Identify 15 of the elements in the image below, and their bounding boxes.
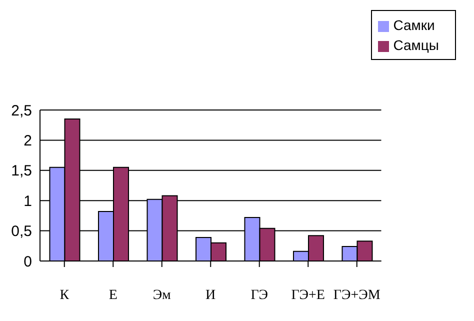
x-tick-label: ГЭ+ЭМ (333, 288, 381, 303)
x-tick-label: И (206, 288, 216, 303)
x-tick-label: Эм (152, 288, 172, 303)
y-tick-label: 0,5 (11, 223, 32, 240)
legend-label: Самки (393, 17, 435, 33)
y-tick-label: 1,5 (11, 162, 32, 180)
y-tick-label: 0 (24, 253, 32, 270)
y-tick-label: 1 (24, 192, 32, 210)
x-tick-label: ГЭ+Е (291, 288, 326, 303)
y-tick-label: 2,5 (11, 102, 32, 120)
y-tick-label: 2 (24, 132, 32, 150)
x-tick-label: К (60, 288, 70, 303)
x-tick-label: ГЭ (250, 288, 268, 303)
legend-label: Самцы (393, 37, 439, 53)
x-tick-label: Е (108, 288, 118, 303)
